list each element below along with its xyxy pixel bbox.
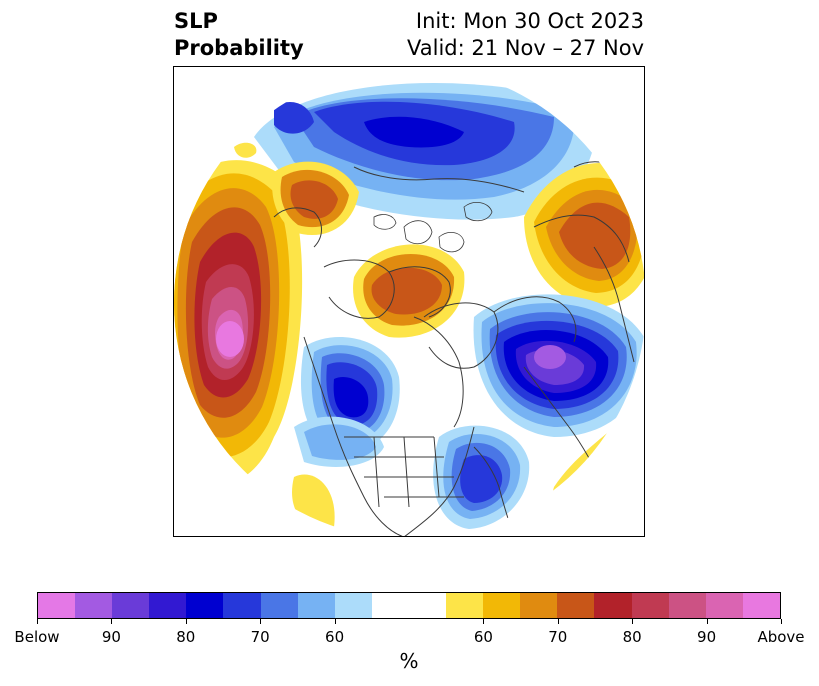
colorbar-segment [261,593,298,618]
colorbar-segment [112,593,149,618]
colorbar-tick-mark [111,619,112,624]
colorbar-segment [75,593,112,618]
colorbar-tick-label: 90 [697,628,716,646]
colorbar-tick-mark [632,619,633,624]
colorbar-segment [186,593,223,618]
colorbar-tick-label: 90 [102,628,121,646]
probability-field [174,67,645,537]
colorbar-tick-mark [37,619,38,624]
title-valid-range: Valid: 21 Nov – 27 Nov [407,35,644,62]
title-init-date: Init: Mon 30 Oct 2023 [407,8,644,35]
colorbar-segment [669,593,706,618]
colorbar-segment [632,593,669,618]
colorbar-segment [446,593,483,618]
colorbar-segment [298,593,335,618]
colorbar-tick-label: 70 [251,628,270,646]
title-product: Probability [174,35,304,62]
colorbar-segment [223,593,260,618]
colorbar-tick-label: 60 [474,628,493,646]
colorbar-tick-mark [335,619,336,624]
colorbar-tick-label: 80 [176,628,195,646]
colorbar-segment [149,593,186,618]
colorbar-segment [372,593,409,618]
colorbar-segment [38,593,75,618]
colorbar-tick-label: 60 [325,628,344,646]
colorbar-tick-mark [483,619,484,624]
colorbar-tick-mark [707,619,708,624]
colorbar-tick-mark [186,619,187,624]
map-panel [173,66,645,537]
colorbar-segment [409,593,446,618]
colorbar-segment [706,593,743,618]
colorbar-units-label: % [399,649,418,673]
title-right: Init: Mon 30 Oct 2023 Valid: 21 Nov – 27… [407,8,644,62]
colorbar-segment [520,593,557,618]
colorbar-tick-mark [260,619,261,624]
title-left: SLP Probability [174,8,304,62]
colorbar-segment [557,593,594,618]
colorbar-segment [743,593,780,618]
colorbar-tick-label: 80 [623,628,642,646]
colorbar [37,592,781,619]
colorbar-tick-label: Above [757,628,804,646]
colorbar-segment [594,593,631,618]
colorbar-tick-mark [781,619,782,624]
colorbar-segment [335,593,372,618]
colorbar-tick-label: Below [14,628,59,646]
title-variable: SLP [174,8,304,35]
map-svg [174,67,645,537]
colorbar-tick-mark [558,619,559,624]
colorbar-segment [483,593,520,618]
colorbar-tick-label: 70 [548,628,567,646]
